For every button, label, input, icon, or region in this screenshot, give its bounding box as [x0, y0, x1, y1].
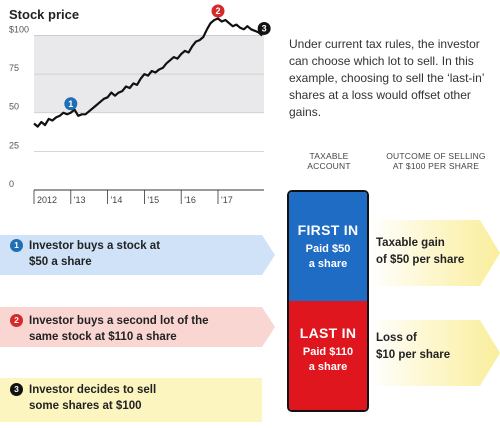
step-1-text: Investor buys a stock at $50 a share	[29, 240, 161, 268]
marker-2-badge	[211, 4, 225, 18]
y-tick-label: 75	[9, 63, 19, 73]
step-3-text: Investor decides to sell some shares at …	[29, 384, 157, 412]
step-1-number-badge: 1	[10, 239, 23, 252]
step-3-box	[0, 378, 262, 422]
step-3: 3 Investor decides to sell some shares a…	[10, 382, 156, 414]
outcome-2-arrow	[370, 320, 500, 386]
explanation-text: Under current tax rules, the investor ca…	[289, 37, 484, 119]
step-2: 2 Investor buys a second lot of the same…	[10, 313, 209, 345]
marker-1-label: 1	[68, 99, 73, 109]
last-in-price: Paid $110 a share	[302, 346, 354, 373]
outcome-loss: Loss of $10 per share	[376, 332, 451, 361]
first-in-label: FIRST IN	[297, 222, 359, 238]
x-tick-label: '16	[184, 195, 196, 205]
step-2-text: Investor buys a second lot of the same s…	[29, 315, 209, 343]
last-in-lot: LAST IN Paid $110 a share	[289, 301, 367, 410]
marker-2-label: 2	[215, 6, 220, 16]
marker-1-badge	[64, 97, 78, 111]
step-2-number-badge: 2	[10, 314, 23, 327]
step-2-arrow	[0, 307, 275, 347]
outcome-taxable-gain: Taxable gain of $50 per share	[376, 237, 465, 266]
x-tick-label: 2012	[37, 195, 57, 205]
column-header-outcome: OUTCOME OF SELLING AT $100 PER SHARE	[386, 151, 486, 171]
y-tick-label: 50	[9, 102, 19, 112]
step-1: 1 Investor buys a stock at $50 a share	[10, 238, 160, 270]
marker-3-badge	[257, 21, 271, 35]
marker-3-label: 3	[262, 24, 267, 34]
outcome-1-arrow	[370, 220, 500, 286]
column-header-taxable-account: TAXABLE ACCOUNT	[307, 151, 351, 171]
last-in-label: LAST IN	[299, 325, 357, 341]
x-tick-label: '15	[147, 195, 159, 205]
stock-price-line	[33, 17, 263, 128]
y-tick-label: $100	[9, 24, 29, 34]
y-tick-label: 25	[9, 140, 19, 150]
chart-title: Stock price	[9, 7, 80, 22]
x-tick-label: '14	[111, 195, 123, 205]
stock-price-chart: 0 25 50 75 $100 2012 '13 '14 '15 '16 '17 1 2 3	[9, 4, 271, 205]
step-3-number-badge: 3	[10, 383, 23, 396]
first-in-lot: FIRST IN Paid $50 a share	[289, 192, 367, 301]
step-1-arrow	[0, 235, 275, 275]
x-tick-label: '13	[74, 195, 86, 205]
taxable-account-share-stack: FIRST IN Paid $50 a share LAST IN Paid $…	[287, 190, 369, 412]
first-in-price: Paid $50 a share	[305, 243, 351, 270]
y-tick-label: 0	[9, 179, 14, 189]
x-tick-label: '17	[221, 195, 233, 205]
